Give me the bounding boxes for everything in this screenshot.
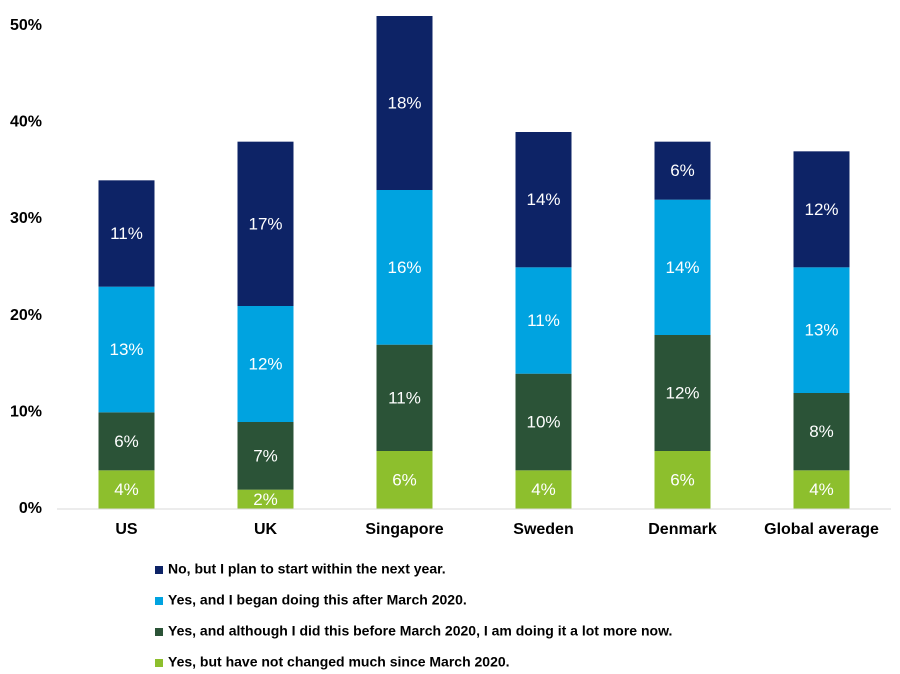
value-label: 6% bbox=[114, 432, 139, 451]
bar-segment bbox=[793, 267, 850, 393]
value-label: 7% bbox=[253, 446, 278, 465]
x-tick-label: Denmark bbox=[648, 521, 717, 538]
value-label: 11% bbox=[527, 311, 560, 330]
legend-label: Yes, and I began doing this after March … bbox=[168, 592, 467, 608]
legend-swatch bbox=[155, 566, 163, 574]
value-label: 16% bbox=[387, 258, 421, 277]
legend-label: No, but I plan to start within the next … bbox=[168, 561, 446, 577]
bar-segment bbox=[793, 393, 850, 471]
value-label: 11% bbox=[388, 388, 421, 407]
bar-segment bbox=[237, 422, 294, 490]
x-tick-label: Sweden bbox=[513, 521, 573, 538]
bar-segment bbox=[793, 470, 850, 509]
value-label: 14% bbox=[665, 258, 699, 277]
x-tick-label: Singapore bbox=[365, 521, 443, 538]
y-tick-label: 50% bbox=[10, 17, 42, 34]
y-tick-label: 40% bbox=[10, 114, 42, 131]
bar-segment bbox=[237, 141, 294, 306]
x-tick-label: UK bbox=[254, 521, 278, 538]
bar-segment bbox=[654, 141, 711, 200]
bar-segment bbox=[376, 190, 433, 345]
bar-segment bbox=[376, 451, 433, 509]
value-label: 4% bbox=[809, 480, 834, 499]
y-tick-label: 10% bbox=[10, 404, 42, 421]
bar-segment bbox=[98, 412, 155, 471]
bar-segment bbox=[793, 151, 850, 268]
y-tick-label: 30% bbox=[10, 210, 42, 227]
bar-segment bbox=[515, 267, 572, 374]
value-label: 17% bbox=[248, 214, 282, 233]
bar-segment bbox=[237, 306, 294, 422]
bar-segment bbox=[237, 489, 294, 509]
value-label: 13% bbox=[109, 340, 143, 359]
bar-segment bbox=[98, 180, 155, 287]
value-label: 11% bbox=[110, 224, 143, 243]
bar-segment bbox=[515, 132, 572, 268]
legend-swatch bbox=[155, 659, 163, 667]
value-label: 13% bbox=[804, 321, 838, 340]
y-tick-label: 20% bbox=[10, 307, 42, 324]
value-label: 10% bbox=[526, 412, 560, 431]
value-label: 6% bbox=[392, 470, 417, 489]
value-label: 2% bbox=[253, 490, 278, 509]
bar-segment bbox=[654, 335, 711, 451]
value-label: 14% bbox=[526, 190, 560, 209]
legend-label: Yes, but have not changed much since Mar… bbox=[168, 654, 510, 670]
bar-segment bbox=[98, 470, 155, 509]
value-label: 12% bbox=[248, 354, 282, 373]
value-label: 6% bbox=[670, 161, 695, 180]
x-tick-label: Global average bbox=[764, 521, 879, 538]
value-label: 4% bbox=[531, 480, 556, 499]
x-tick-label: US bbox=[115, 521, 138, 538]
bar-segment bbox=[376, 16, 433, 190]
value-label: 8% bbox=[809, 422, 834, 441]
legend-swatch bbox=[155, 628, 163, 636]
bar-segment bbox=[654, 199, 711, 335]
bar-segment bbox=[376, 344, 433, 451]
bar-segment bbox=[515, 373, 572, 471]
value-label: 12% bbox=[665, 383, 699, 402]
bar-segment bbox=[98, 286, 155, 413]
value-label: 18% bbox=[387, 93, 421, 112]
bar-segment bbox=[515, 470, 572, 509]
legend-label: Yes, and although I did this before Marc… bbox=[168, 623, 672, 639]
value-label: 6% bbox=[670, 470, 695, 489]
value-label: 12% bbox=[804, 200, 838, 219]
legend-swatch bbox=[155, 597, 163, 605]
y-tick-label: 0% bbox=[19, 500, 42, 517]
value-label: 4% bbox=[114, 480, 139, 499]
bar-segment bbox=[654, 451, 711, 509]
